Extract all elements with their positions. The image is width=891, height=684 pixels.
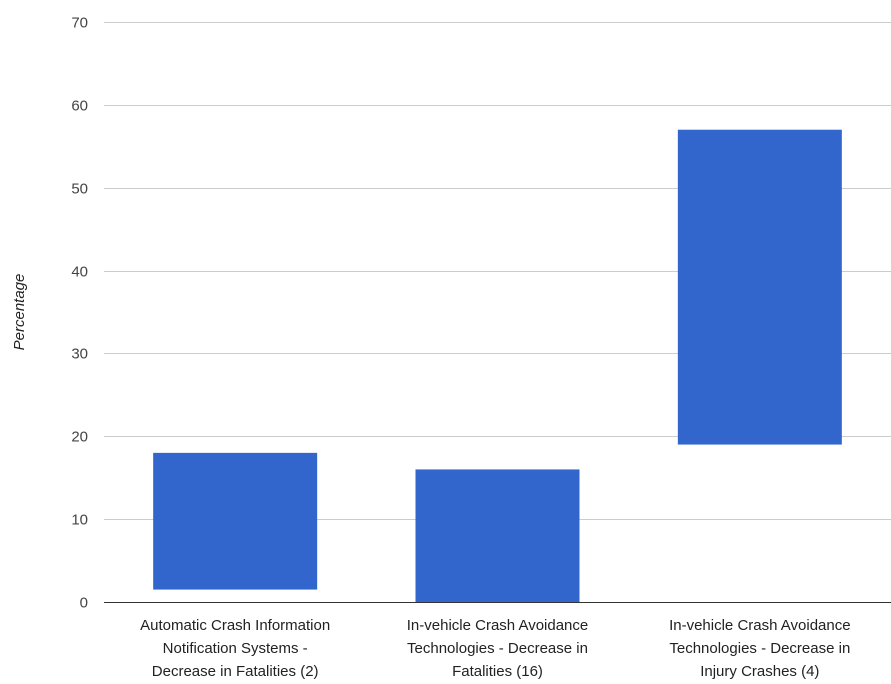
y-axis-label: Percentage bbox=[11, 274, 28, 351]
x-category-labels: Automatic Crash Information Notification … bbox=[140, 617, 850, 680]
x-category-label-line: Decrease in Fatalities (2) bbox=[152, 663, 319, 680]
x-category-label-line: Injury Crashes (4) bbox=[700, 663, 819, 680]
y-tick-label: 60 bbox=[71, 98, 88, 115]
x-category-label-line: Fatalities (16) bbox=[452, 663, 543, 680]
x-category-label: Automatic Crash Information Notification … bbox=[140, 617, 330, 680]
y-tick-label: 30 bbox=[71, 346, 88, 363]
bars bbox=[153, 129, 842, 602]
gridlines bbox=[104, 22, 891, 520]
bar bbox=[677, 129, 842, 445]
y-tick-label: 10 bbox=[71, 512, 88, 529]
y-tick-label: 0 bbox=[80, 595, 88, 612]
y-tick-label: 50 bbox=[71, 181, 88, 198]
x-category-label: In-vehicle Crash Avoidance Technologies -… bbox=[407, 617, 589, 680]
x-category-label-line: In-vehicle Crash Avoidance bbox=[669, 617, 851, 634]
y-tick-label: 70 bbox=[71, 15, 88, 32]
x-category-label: In-vehicle Crash Avoidance Technologies -… bbox=[669, 617, 851, 680]
x-category-label-line: In-vehicle Crash Avoidance bbox=[407, 617, 589, 634]
bar bbox=[153, 452, 318, 590]
y-tick-label: 20 bbox=[71, 429, 88, 446]
x-category-label-line: Technologies - Decrease in bbox=[407, 640, 588, 657]
bar bbox=[415, 469, 580, 602]
x-category-label-line: Technologies - Decrease in bbox=[669, 640, 850, 657]
y-tick-label: 40 bbox=[71, 264, 88, 281]
x-category-label-line: Automatic Crash Information bbox=[140, 617, 330, 634]
y-tick-labels: 0 10 20 30 40 50 60 70 bbox=[71, 15, 88, 612]
x-category-label-line: Notification Systems - bbox=[163, 640, 308, 657]
